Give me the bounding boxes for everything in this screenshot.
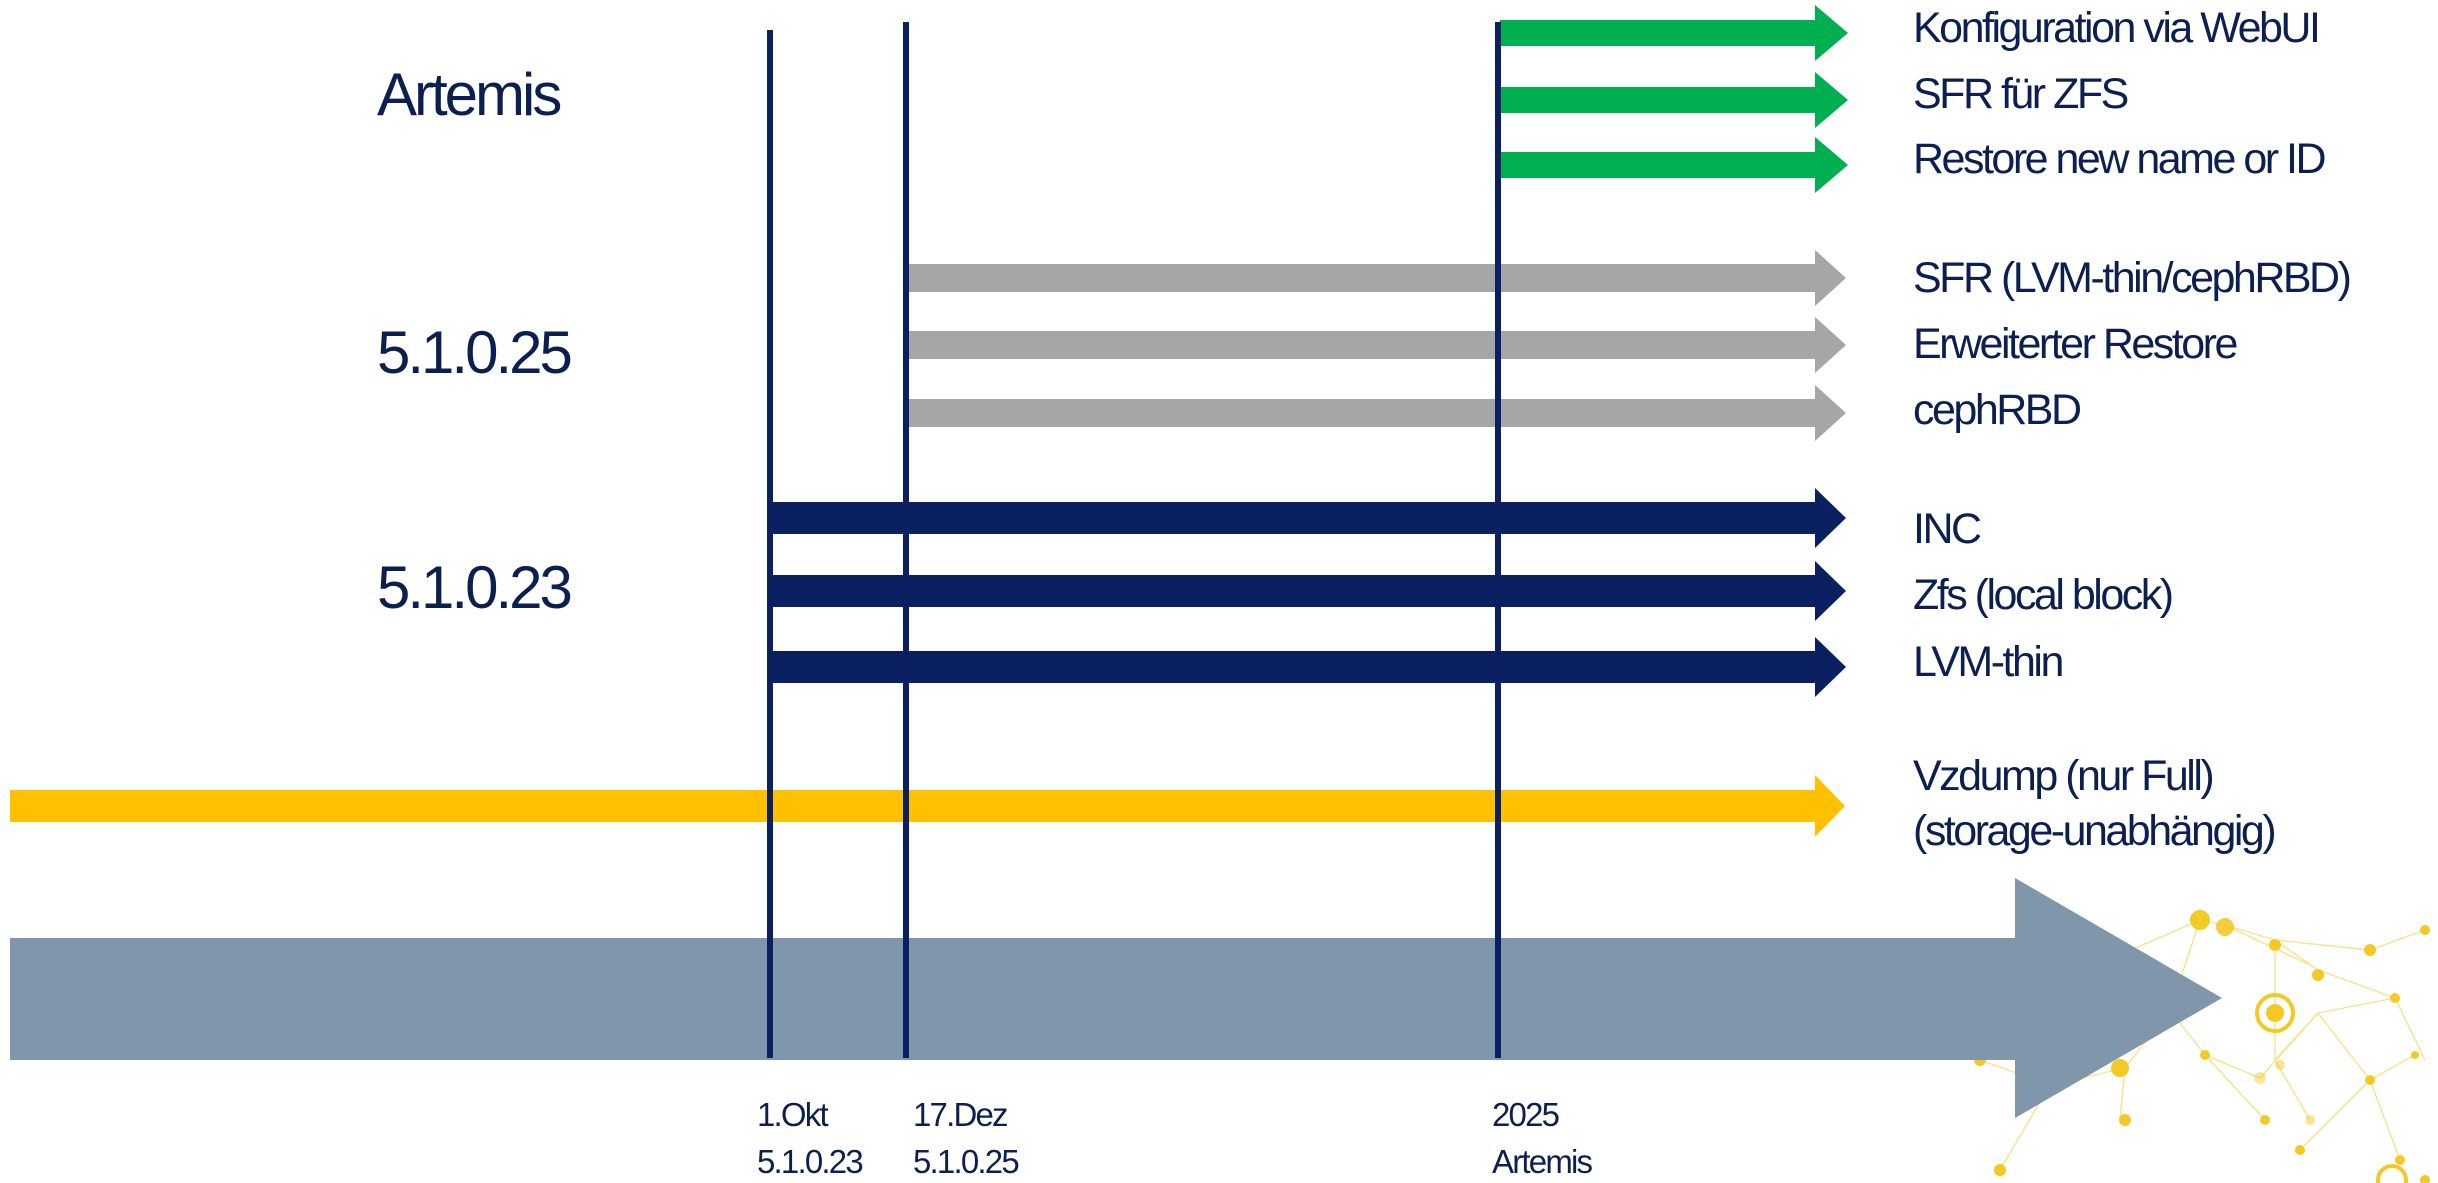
- milestone-release-label: Artemis: [1492, 1143, 1593, 1180]
- feature-arrow: [1500, 72, 1848, 128]
- feature-arrow: [770, 561, 1846, 621]
- vzdump-label-line1: Vzdump (nur Full): [1913, 752, 2212, 800]
- feature-arrow: [1500, 5, 1848, 61]
- feature-label: INC: [1913, 505, 1981, 553]
- feature-arrow: [908, 385, 1846, 441]
- time-axis-arrow: [10, 878, 2222, 1118]
- feature-arrow: [770, 637, 1846, 697]
- feature-label: Erweiterter Restore: [1913, 320, 2236, 368]
- feature-label: LVM-thin: [1913, 638, 2062, 686]
- milestone-date-label: 2025: [1492, 1096, 1559, 1133]
- feature-arrow: [1500, 137, 1848, 193]
- release-label-artemis: Artemis: [377, 61, 560, 128]
- feature-label: Zfs (local block): [1913, 571, 2172, 619]
- vzdump-label-line2: (storage-unabhängig): [1913, 807, 2274, 855]
- release-label-5-1-0-23: 5.1.0.23: [377, 554, 570, 621]
- milestone-release-label: 5.1.0.23: [757, 1143, 862, 1180]
- feature-label: Restore new name or ID: [1913, 135, 2324, 183]
- feature-label: SFR (LVM-thin/cephRBD): [1913, 254, 2350, 302]
- release-label-5-1-0-25: 5.1.0.25: [377, 319, 570, 386]
- feature-arrow: [908, 250, 1846, 306]
- feature-label: SFR für ZFS: [1913, 70, 2128, 118]
- feature-label: Konfiguration via WebUI: [1913, 4, 2318, 52]
- milestone-release-label: 5.1.0.25: [913, 1143, 1018, 1180]
- feature-arrow: [770, 488, 1846, 548]
- feature-label: cephRBD: [1913, 386, 2080, 434]
- milestone-date-label: 1.Okt: [757, 1096, 828, 1133]
- milestone-date-label: 17.Dez: [913, 1096, 1007, 1133]
- vzdump-arrow: [10, 775, 1845, 837]
- feature-arrow: [908, 317, 1846, 373]
- feature-arrows: [770, 5, 1848, 697]
